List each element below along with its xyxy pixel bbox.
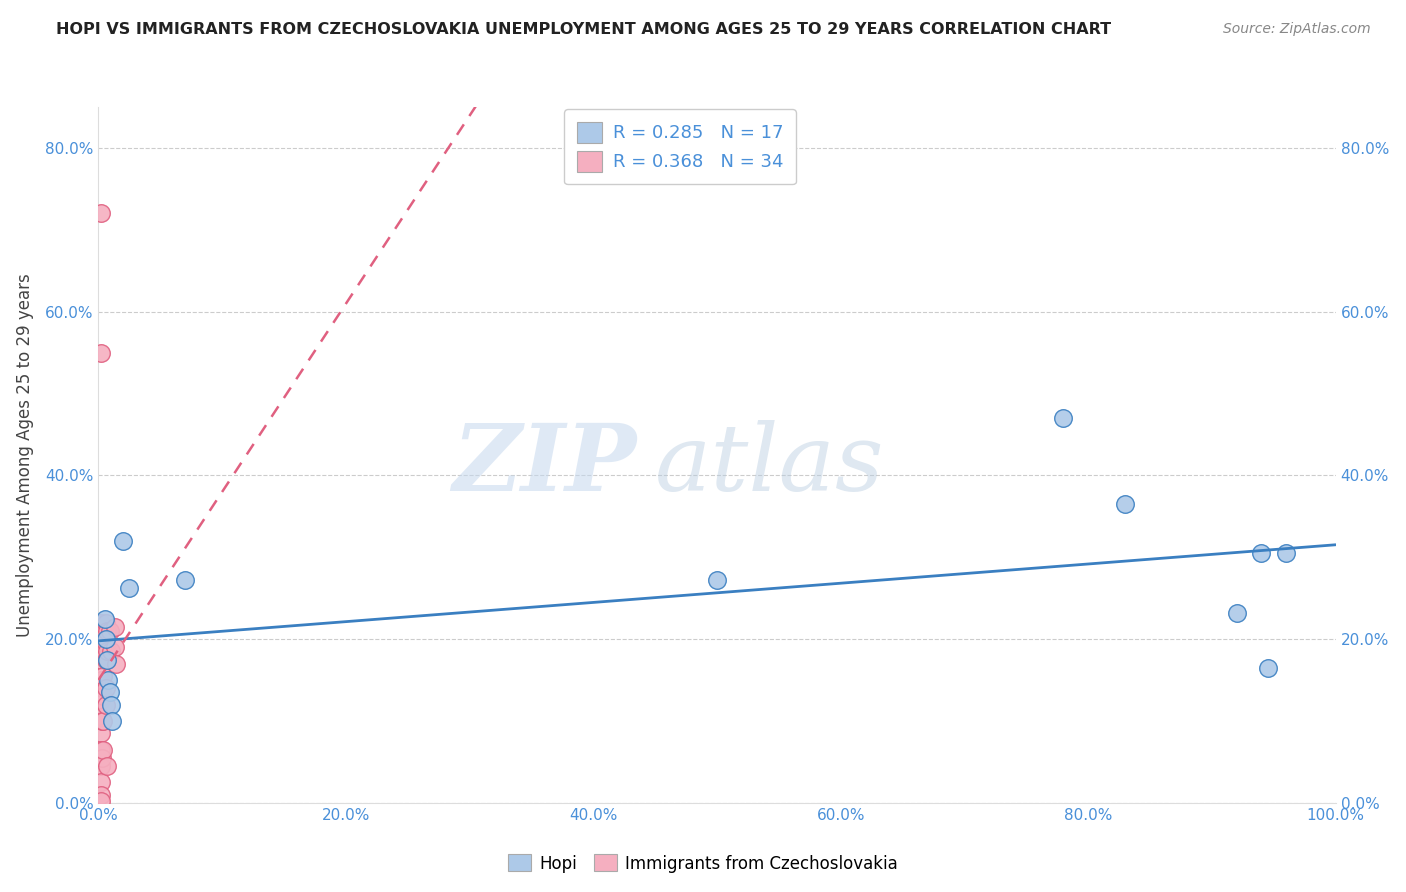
Point bbox=[98, 685, 121, 699]
Point bbox=[174, 573, 197, 587]
Point bbox=[94, 652, 117, 666]
Text: ZIP: ZIP bbox=[453, 420, 637, 510]
Point bbox=[93, 669, 115, 683]
Point bbox=[100, 644, 122, 658]
Text: HOPI VS IMMIGRANTS FROM CZECHOSLOVAKIA UNEMPLOYMENT AMONG AGES 25 TO 29 YEARS CO: HOPI VS IMMIGRANTS FROM CZECHOSLOVAKIA U… bbox=[56, 22, 1111, 37]
Point bbox=[90, 759, 112, 773]
Point bbox=[103, 640, 125, 655]
Point bbox=[91, 681, 114, 696]
Point bbox=[94, 681, 117, 696]
Point bbox=[94, 615, 117, 630]
Point bbox=[90, 775, 112, 789]
Point bbox=[96, 652, 118, 666]
Point bbox=[1250, 546, 1272, 560]
Point bbox=[93, 742, 115, 756]
Point bbox=[90, 206, 112, 220]
Point bbox=[90, 726, 112, 740]
Point bbox=[1114, 497, 1136, 511]
Point bbox=[118, 582, 141, 596]
Point bbox=[104, 657, 127, 671]
Point bbox=[93, 612, 115, 626]
Point bbox=[1226, 606, 1249, 620]
Point bbox=[94, 632, 117, 646]
Point bbox=[93, 690, 115, 704]
Point bbox=[94, 636, 117, 650]
Point bbox=[96, 644, 118, 658]
Point bbox=[97, 673, 120, 687]
Point bbox=[706, 573, 728, 587]
Point bbox=[90, 673, 112, 687]
Point bbox=[90, 788, 112, 802]
Point bbox=[1257, 661, 1279, 675]
Text: atlas: atlas bbox=[655, 420, 884, 510]
Point bbox=[90, 345, 112, 359]
Point bbox=[100, 698, 122, 712]
Point bbox=[90, 636, 112, 650]
Point bbox=[90, 615, 112, 630]
Point bbox=[93, 714, 115, 728]
Text: Source: ZipAtlas.com: Source: ZipAtlas.com bbox=[1223, 22, 1371, 37]
Point bbox=[96, 624, 118, 638]
Point bbox=[91, 751, 114, 765]
Legend: Hopi, Immigrants from Czechoslovakia: Hopi, Immigrants from Czechoslovakia bbox=[501, 847, 905, 880]
Point bbox=[90, 652, 112, 666]
Point bbox=[90, 693, 112, 707]
Point bbox=[98, 624, 121, 638]
Point bbox=[1052, 411, 1074, 425]
Point bbox=[91, 714, 114, 728]
Point bbox=[90, 742, 112, 756]
Point bbox=[90, 710, 112, 724]
Point bbox=[101, 714, 124, 728]
Point bbox=[90, 794, 112, 808]
Point bbox=[96, 759, 118, 773]
Legend: R = 0.285   N = 17, R = 0.368   N = 34: R = 0.285 N = 17, R = 0.368 N = 34 bbox=[564, 109, 796, 185]
Point bbox=[112, 533, 135, 548]
Point bbox=[103, 620, 125, 634]
Y-axis label: Unemployment Among Ages 25 to 29 years: Unemployment Among Ages 25 to 29 years bbox=[15, 273, 34, 637]
Point bbox=[1275, 546, 1298, 560]
Point bbox=[94, 698, 117, 712]
